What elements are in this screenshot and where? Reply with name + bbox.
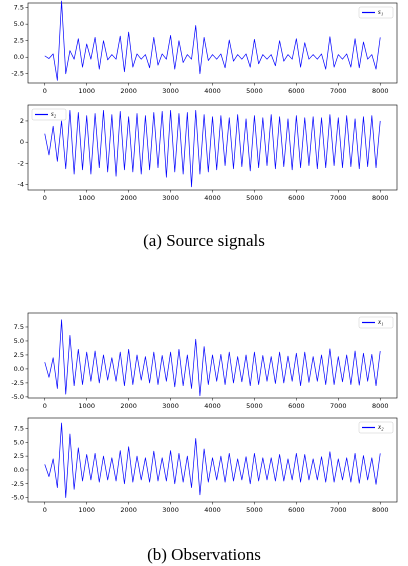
y-tick-label: 2.5 — [14, 351, 24, 359]
x-tick-label: 4000 — [204, 506, 221, 514]
axes-frame — [27, 2, 398, 84]
x-tick-label: 7000 — [330, 194, 347, 202]
x-tick-label: 1000 — [78, 87, 95, 95]
y-tick-label: -4 — [18, 181, 24, 189]
y-tick-label: 2.5 — [14, 452, 24, 460]
x-tick-label: 3000 — [162, 402, 179, 410]
signal-line — [44, 319, 381, 397]
y-tick-label: -2 — [18, 159, 24, 167]
x-tick-label: 6000 — [288, 87, 305, 95]
x-tick-label: 0 — [43, 506, 47, 514]
x-tick-label: 6000 — [288, 506, 305, 514]
y-tick-label: -5.0 — [11, 393, 24, 401]
legend-label: x₂ — [377, 423, 384, 431]
caption: (a) Source signals — [143, 231, 265, 250]
x-tick-label: 5000 — [246, 87, 263, 95]
legend-label: x₁ — [377, 318, 384, 326]
x-tick-label: 0 — [43, 402, 47, 410]
y-tick-label: -2.5 — [11, 379, 24, 387]
x-tick-label: 6000 — [288, 194, 305, 202]
x-tick-label: 5000 — [246, 194, 263, 202]
x-tick-label: 1000 — [78, 194, 95, 202]
x-tick-label: 5000 — [246, 506, 263, 514]
signal-line — [44, 0, 381, 81]
x-tick-label: 8000 — [372, 506, 389, 514]
signal-line — [44, 422, 381, 498]
legend-box — [358, 6, 394, 19]
caption: (b) Observations — [147, 545, 261, 564]
x-tick-label: 2000 — [120, 506, 137, 514]
y-tick-label: 5.0 — [14, 20, 24, 28]
y-tick-label: -5.0 — [11, 494, 24, 502]
x-tick-label: 2000 — [120, 402, 137, 410]
y-tick-label: 7.5 — [14, 323, 24, 331]
x-tick-label: 4000 — [204, 402, 221, 410]
x-tick-label: 7000 — [330, 87, 347, 95]
legend-box — [358, 316, 394, 329]
x-tick-label: 3000 — [162, 506, 179, 514]
x-tick-label: 3000 — [162, 87, 179, 95]
y-tick-label: 0.0 — [14, 365, 24, 373]
x-tick-label: 8000 — [372, 87, 389, 95]
x-tick-label: 0 — [43, 194, 47, 202]
x-tick-label: 6000 — [288, 402, 305, 410]
x-tick-label: 8000 — [372, 402, 389, 410]
x-tick-label: 1000 — [78, 402, 95, 410]
y-tick-label: 5.0 — [14, 438, 24, 446]
y-tick-label: 2 — [20, 117, 24, 125]
legend-label: s₂ — [51, 110, 57, 118]
y-tick-label: 5.0 — [14, 337, 24, 345]
y-tick-label: -2.5 — [11, 480, 24, 488]
y-tick-label: 7.5 — [14, 4, 24, 12]
y-tick-label: 0 — [20, 138, 24, 146]
x-tick-label: 5000 — [246, 402, 263, 410]
signal-line — [44, 109, 381, 188]
y-tick-label: 2.5 — [14, 37, 24, 45]
x-tick-label: 2000 — [120, 87, 137, 95]
x-tick-label: 1000 — [78, 506, 95, 514]
y-tick-label: 0.0 — [14, 53, 24, 61]
y-tick-label: 0.0 — [14, 466, 24, 474]
x-tick-label: 8000 — [372, 194, 389, 202]
y-tick-label: 7.5 — [14, 425, 24, 433]
legend-box — [31, 108, 67, 121]
x-tick-label: 4000 — [204, 87, 221, 95]
y-tick-label: -2.5 — [11, 70, 24, 78]
legend-box — [358, 421, 394, 434]
x-tick-label: 0 — [43, 87, 47, 95]
legend-label: s₁ — [378, 8, 383, 16]
x-tick-label: 7000 — [330, 402, 347, 410]
x-tick-label: 7000 — [330, 506, 347, 514]
x-tick-label: 2000 — [120, 194, 137, 202]
x-tick-label: 3000 — [162, 194, 179, 202]
axes-frame — [27, 417, 398, 503]
x-tick-label: 4000 — [204, 194, 221, 202]
